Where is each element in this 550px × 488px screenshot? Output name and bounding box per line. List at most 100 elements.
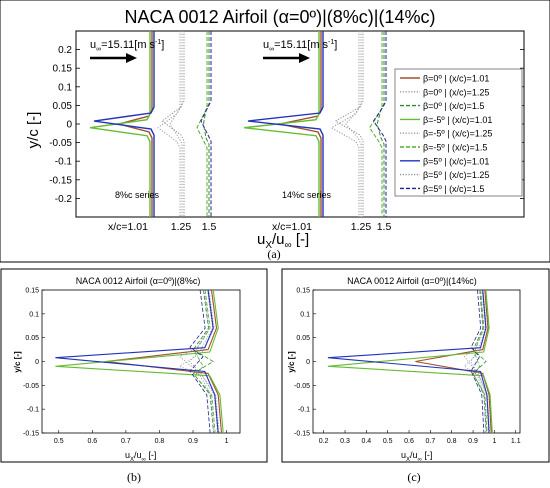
- x-tick-label: 0.7: [426, 438, 436, 445]
- y-tick-label: -0.05: [49, 138, 72, 149]
- x-tick-label: 0.9: [188, 438, 198, 445]
- y-tick-label: -0.1: [55, 157, 73, 168]
- x-tick-label: 1.5: [202, 221, 217, 233]
- legend-label: β=-5º | (x/c)=1.01: [423, 115, 492, 125]
- y-tick-label: 0.1: [58, 82, 72, 93]
- panel-a-legend: [394, 68, 523, 197]
- panel-b-curves: [55, 289, 224, 434]
- velocity-profile: [189, 289, 211, 434]
- profile-curve: [196, 31, 208, 217]
- velocity-profile: [463, 289, 487, 434]
- profile-curve: [93, 31, 155, 217]
- x-tick-label: 0.9: [468, 438, 478, 445]
- panel-a-left-annotation: u∞=15.11[m s-1]: [90, 39, 164, 63]
- panel-c-xlabel: uX/u∞ [-]: [401, 450, 432, 463]
- y-tick-label: 0: [66, 120, 72, 131]
- legend-label: β=5º | (x/c)=1.5: [423, 184, 484, 194]
- x-tick-label: 0.3: [340, 438, 350, 445]
- x-tick-label: 0.8: [447, 438, 457, 445]
- right-flow-arrowhead: [299, 53, 310, 63]
- velocity-profile: [473, 289, 488, 434]
- profile-curve: [157, 31, 181, 217]
- y-tick-label: -0.05: [23, 383, 39, 390]
- y-tick-label: 0.15: [25, 288, 39, 295]
- panel-a-caption: (a): [267, 247, 280, 261]
- velocity-profile: [189, 289, 218, 434]
- panel-b: NACA 0012 Airfoil (α=0º)|(8%c) 0.5 0.6 0.7…: [0, 268, 268, 484]
- panel-b-ticks: 0.5 0.6 0.7 0.8 0.9 1 -0.15 -0.1 -0.05 0 0.05 0.1 0.…: [23, 288, 229, 446]
- x-tick-label: x/c=1.01: [108, 221, 148, 233]
- velocity-profile: [470, 289, 485, 434]
- x-tick-label: 1: [492, 438, 496, 445]
- velocity-profile: [105, 289, 223, 434]
- legend-label: β=5º | (x/c)=1.01: [423, 156, 489, 166]
- x-tick-label: 0.2: [319, 438, 329, 445]
- profile-curve: [330, 31, 360, 217]
- panel-c-ylabel: y/c [-]: [287, 351, 296, 373]
- panel-c-curves: [327, 289, 493, 434]
- panel-c-title: NACA 0012 Airfoil (α=0º)|(14%c): [347, 276, 477, 286]
- velocity-profile: [327, 289, 490, 434]
- y-tick-label: -0.15: [49, 175, 72, 186]
- y-tick-label: -0.1: [27, 407, 39, 414]
- profile-curve: [202, 31, 210, 217]
- panel-a-xlabel: uX/u∞ [-]: [257, 231, 309, 251]
- y-tick-label: 0.05: [296, 335, 310, 342]
- x-tick-label: 1.25: [171, 221, 192, 233]
- x-tick-label: 0.5: [54, 438, 64, 445]
- y-tick-label: -0.15: [294, 431, 310, 438]
- legend-label: β=5º | (x/c)=1.25: [423, 170, 489, 180]
- y-tick-label: 0: [35, 359, 39, 366]
- left-freestream-text: u∞=15.11[m s-1]: [90, 39, 164, 53]
- panel-a-frame: [0, 0, 550, 263]
- x-tick-label: 1.1: [511, 438, 521, 445]
- profile-curve: [161, 31, 185, 217]
- panel-c-ticks: 0.2 0.3 0.4 0.5 0.6 0.7 0.8 0.9 1 1.1 -0.15 -0.1 -0.…: [294, 288, 521, 446]
- legend-label: β=0º | (x/c)=1.01: [423, 74, 489, 84]
- profile-curve: [247, 31, 324, 217]
- y-tick-label: -0.2: [55, 194, 73, 205]
- panel-c-caption: (c): [407, 470, 420, 484]
- velocity-profile: [327, 289, 493, 434]
- panel-a: NACA 0012 Airfoil (α=0º)|(8%c)|(14%c) -0…: [0, 0, 550, 263]
- profile-curve: [169, 31, 183, 217]
- x-tick-label: 0.8: [155, 438, 165, 445]
- profile-curve: [368, 31, 383, 217]
- x-tick-label: 0.6: [404, 438, 414, 445]
- panel-c-frame: [281, 268, 550, 463]
- panel-b-plot-area: [41, 289, 241, 434]
- left-flow-arrowhead: [126, 53, 137, 63]
- y-tick-label: -0.1: [298, 407, 310, 414]
- panel-a-curves: [89, 31, 387, 217]
- panel-c: NACA 0012 Airfoil (α=0º)|(14%c) 0.2 0.3 0.…: [281, 268, 550, 484]
- profile-curve: [372, 31, 387, 217]
- velocity-profile: [194, 289, 216, 434]
- profile-curve: [200, 31, 212, 217]
- panel-a-ylabel: y/c [-]: [25, 112, 42, 149]
- y-tick-label: 0.15: [53, 64, 73, 75]
- velocity-profile: [415, 289, 492, 434]
- y-tick-label: 0.05: [53, 101, 73, 112]
- panel-b-xlabel: uX/u∞ [-]: [125, 450, 156, 463]
- panel-a-title: NACA 0012 Airfoil (α=0º)|(8%c)|(14%c): [125, 7, 436, 27]
- panel-a-x-ticks: x/c=1.01 1.25 1.5 x/c=1.01 1.25 1.5: [108, 221, 391, 233]
- legend-label: β=0º | (x/c)=1.25: [423, 87, 489, 97]
- y-tick-label: 0.15: [296, 288, 310, 295]
- legend-label: β=-5º | (x/c)=1.25: [423, 129, 492, 139]
- velocity-profile: [55, 289, 219, 434]
- y-tick-label: 0: [306, 359, 310, 366]
- y-tick-label: -0.05: [294, 383, 310, 390]
- x-tick-label: 0.4: [361, 438, 371, 445]
- profile-curve: [334, 31, 364, 217]
- x-tick-label: 1.25: [351, 221, 372, 233]
- velocity-profile: [472, 289, 487, 434]
- y-tick-label: 0.2: [58, 45, 72, 56]
- legend-label: β=0º | (x/c)=1.5: [423, 101, 484, 111]
- velocity-profile: [192, 289, 214, 434]
- y-tick-label: 0.1: [29, 311, 39, 318]
- x-tick-label: 1.5: [377, 221, 392, 233]
- panel-a-legend-entries: β=0º | (x/c)=1.01 β=0º | (x/c)=1.25 β=0º |…: [400, 74, 492, 194]
- profile-curve: [376, 31, 385, 217]
- x-tick-label: 0.7: [121, 438, 131, 445]
